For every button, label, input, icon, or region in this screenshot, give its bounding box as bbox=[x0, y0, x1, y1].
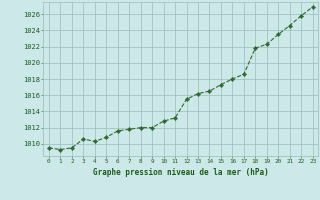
X-axis label: Graphe pression niveau de la mer (hPa): Graphe pression niveau de la mer (hPa) bbox=[93, 168, 269, 177]
